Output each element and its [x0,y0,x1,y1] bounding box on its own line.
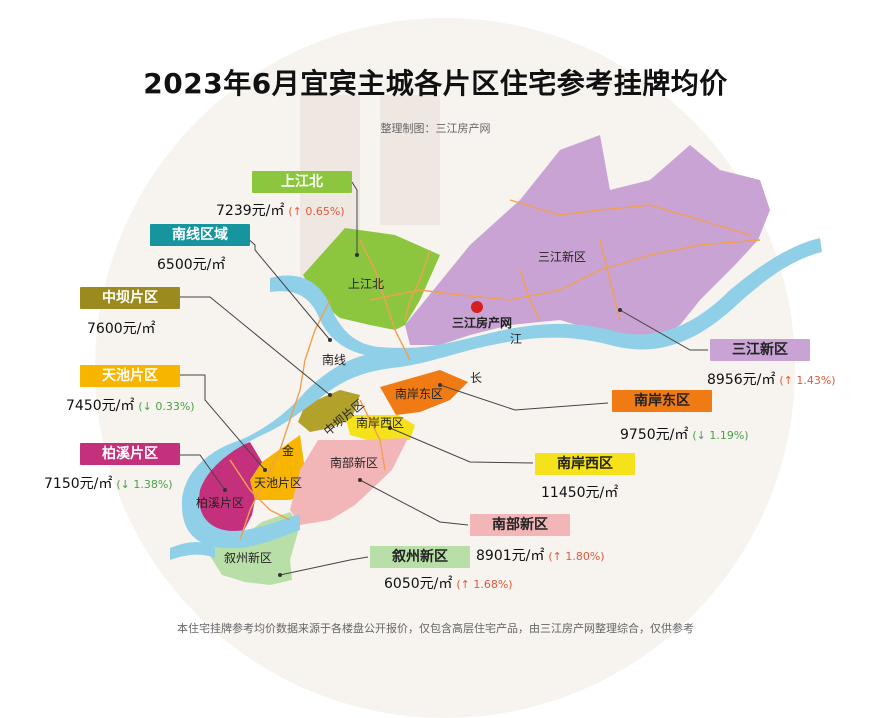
price-value: 7239元/㎡ [216,203,285,219]
map-label-shangjiangbei: 上江北 [348,277,384,291]
river-label: 长 [470,371,482,385]
price-xuzhou: 6050元/㎡ (↑ 1.68%) [384,573,513,593]
leader-line [180,374,266,471]
district-zhongba-area [298,390,360,432]
map-label-nanan-east: 南岸东区 [395,386,443,401]
district-nanan-west-area [345,415,415,442]
leader-line [359,479,469,526]
road-network [229,199,761,541]
leader-line [619,309,708,351]
district-map: 江 长 金 三江房产网 上江北 南线 中坝片区 天池片区 柏溪片区 三江新区 南… [170,135,822,585]
price-tianchi: 7450元/㎡ (↓ 0.33%) [66,395,195,415]
price-zhongba: 7600元/㎡ [87,318,155,338]
district-nanbu-area [290,438,408,525]
price-baixi: 7150元/㎡ (↓ 1.38%) [44,473,173,493]
price-value: 8901元/㎡ [476,548,545,564]
map-label-xuzhou: 叙州新区 [224,550,272,565]
price-shangjiangbei: 7239元/㎡ (↑ 0.65%) [216,200,345,220]
leader-line [439,384,609,411]
district-tag-tianchi: 天池片区 [80,365,180,387]
map-logo-text: 三江房产网 [452,315,512,330]
district-tag-nanxian: 南线区域 [150,224,250,246]
leader-line [389,427,534,464]
district-tag-baixi: 柏溪片区 [80,443,180,465]
price-change: (↓ 0.33%) [138,400,195,413]
leader-lines [180,181,708,576]
price-value: 7150元/㎡ [44,476,113,492]
price-change: (↓ 1.19%) [692,429,749,442]
river-label: 江 [510,332,522,346]
map-label-tianchi: 天池片区 [254,476,302,490]
price-change: (↑ 0.65%) [288,205,345,218]
price-value: 11450元/㎡ [541,485,619,501]
price-change: (↑ 1.68%) [456,578,513,591]
leader-line [279,556,369,576]
price-sanjiang: 8956元/㎡ (↑ 1.43%) [707,369,836,389]
price-value: 7600元/㎡ [87,321,156,337]
price-nanbu: 8901元/㎡ (↑ 1.80%) [476,545,605,565]
page-title: 2023年6月宜宾主城各片区住宅参考挂牌均价 [143,67,728,100]
price-change: (↑ 1.80%) [548,550,605,563]
leader-line [180,296,331,396]
district-tag-nanan-west: 南岸西区 [535,453,635,475]
district-tag-nanan-east: 南岸东区 [612,390,712,412]
logo-icon [471,301,483,313]
district-tag-shangjiangbei: 上江北 [252,171,352,193]
credit-line: 整理制图：三江房产网 [380,122,491,135]
leader-line [244,235,331,341]
district-tag-nanbu: 南部新区 [470,514,570,536]
leader-line [351,181,358,255]
price-value: 6050元/㎡ [384,576,453,592]
map-label-baixi: 柏溪片区 [196,495,244,510]
district-shangjiangbei-area [303,228,440,330]
background-watermark-circle [95,18,795,718]
leader-dots [223,253,622,577]
river [181,238,822,549]
district-sanjiang-area [405,135,770,345]
river-label: 金 [282,443,294,458]
price-nanan-east: 9750元/㎡ (↓ 1.19%) [620,424,749,444]
river-west-branch [170,542,215,560]
map-label-nanan-west: 南岸西区 [356,415,404,430]
price-change: (↓ 1.38%) [116,478,173,491]
map-label-nanbu: 南部新区 [330,455,378,470]
price-nanan-west: 11450元/㎡ [541,482,618,502]
price-value: 8956元/㎡ [707,372,776,388]
district-tag-xuzhou: 叙州新区 [370,546,470,568]
price-value: 6500元/㎡ [157,257,226,273]
district-tag-sanjiang: 三江新区 [710,339,810,361]
district-nanan-east-area [380,370,468,415]
price-value: 9750元/㎡ [620,427,689,443]
background-watermark-shape [380,95,440,225]
price-nanxian: 6500元/㎡ [157,254,225,274]
footer-note: 本住宅挂牌参考均价数据来源于各楼盘公开报价，仅包含高层住宅产品，由三江房产网整理… [177,622,694,635]
map-label-sanjiang: 三江新区 [538,249,586,264]
district-tag-zhongba: 中坝片区 [80,287,180,309]
map-label-nanxian: 南线 [322,352,346,367]
price-change: (↑ 1.43%) [779,374,836,387]
price-value: 7450元/㎡ [66,398,135,414]
leader-line [180,454,226,491]
